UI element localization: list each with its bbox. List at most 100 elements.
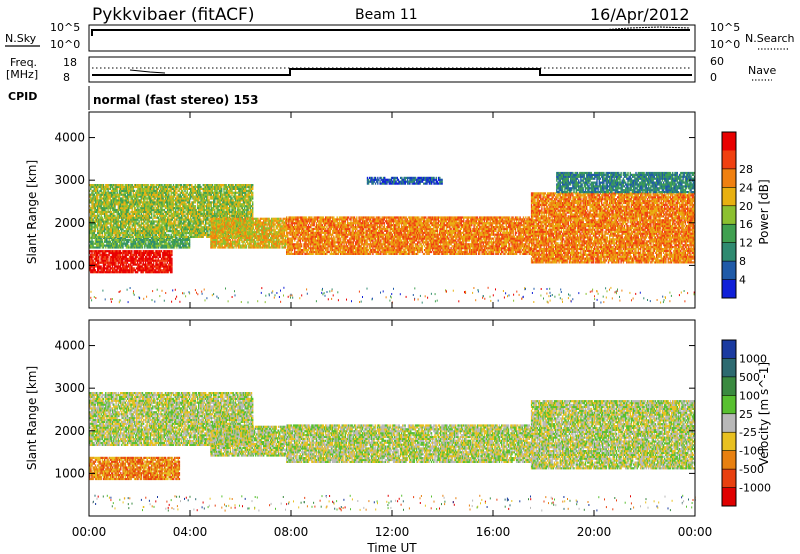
cell [188,211,189,213]
noise-tick-low-right: 10^0 [710,38,740,51]
beam-label: Beam 11 [355,7,418,23]
cell [112,256,113,258]
cell [227,211,228,213]
cell [117,236,118,238]
cell [185,241,186,243]
cell [164,224,165,226]
cell [171,194,172,196]
cell [150,243,151,245]
cell [161,194,162,196]
cell [244,184,245,186]
cell [203,184,204,186]
cell [106,217,107,219]
cell [104,220,105,222]
cell [169,246,170,248]
cell [145,211,146,213]
cell [110,256,111,258]
cell [117,209,118,211]
cell [159,213,160,215]
cell [109,246,110,248]
cell [113,217,114,219]
cell [126,267,127,269]
cell [107,258,108,260]
cell [98,209,99,211]
cell [119,207,120,209]
cell [177,186,178,188]
cell [153,213,154,215]
cell [128,265,129,267]
cell [171,234,172,236]
cell [211,239,212,241]
cell [152,232,153,234]
cell [133,228,134,230]
cell [113,246,114,248]
cell [106,265,107,267]
cell [200,232,201,234]
cell [128,188,129,190]
cell [221,231,222,233]
cell [120,262,121,264]
cell [157,205,158,207]
cell [249,213,250,215]
cell [188,245,189,247]
cell [200,203,201,205]
cell [152,207,153,209]
cell [92,190,93,192]
cell [102,239,103,241]
cell [185,199,186,201]
cell [163,197,164,199]
cell [154,215,155,217]
cell [218,215,219,217]
cell [151,252,152,254]
cell [205,196,206,198]
cell [188,199,189,201]
cell [137,203,138,205]
cell [198,209,199,211]
cell [183,232,184,234]
cell [196,192,197,194]
cell [123,269,124,271]
cell [145,205,146,207]
cell [156,262,157,264]
cell [135,269,136,271]
cell [211,229,212,231]
cell [171,267,172,269]
cell [169,228,170,230]
cell [214,231,215,233]
cell [133,239,134,241]
cell [148,220,149,222]
cell [214,199,215,201]
cell [182,217,183,219]
cell [133,194,134,196]
cell [174,217,175,219]
cell [242,188,243,190]
cell [234,201,235,203]
cell [145,219,146,221]
cell [196,190,197,192]
cell [150,234,151,236]
cell [147,271,148,273]
cell [118,267,119,269]
cell [191,224,192,226]
cell [176,219,177,221]
cell [141,236,142,238]
cell [221,229,222,231]
cell [159,260,160,262]
cell [193,230,194,232]
cell [99,217,100,219]
cell [139,262,140,264]
cell [196,194,197,196]
cell [159,226,160,228]
cell [110,265,111,267]
cell [161,220,162,222]
cell [207,199,208,201]
cell [164,256,165,258]
cell [220,201,221,203]
cell [119,243,120,245]
cell [203,234,204,236]
cell [183,192,184,194]
cell [133,219,134,221]
cell [181,230,182,232]
cell [242,186,243,188]
cell [210,205,211,207]
